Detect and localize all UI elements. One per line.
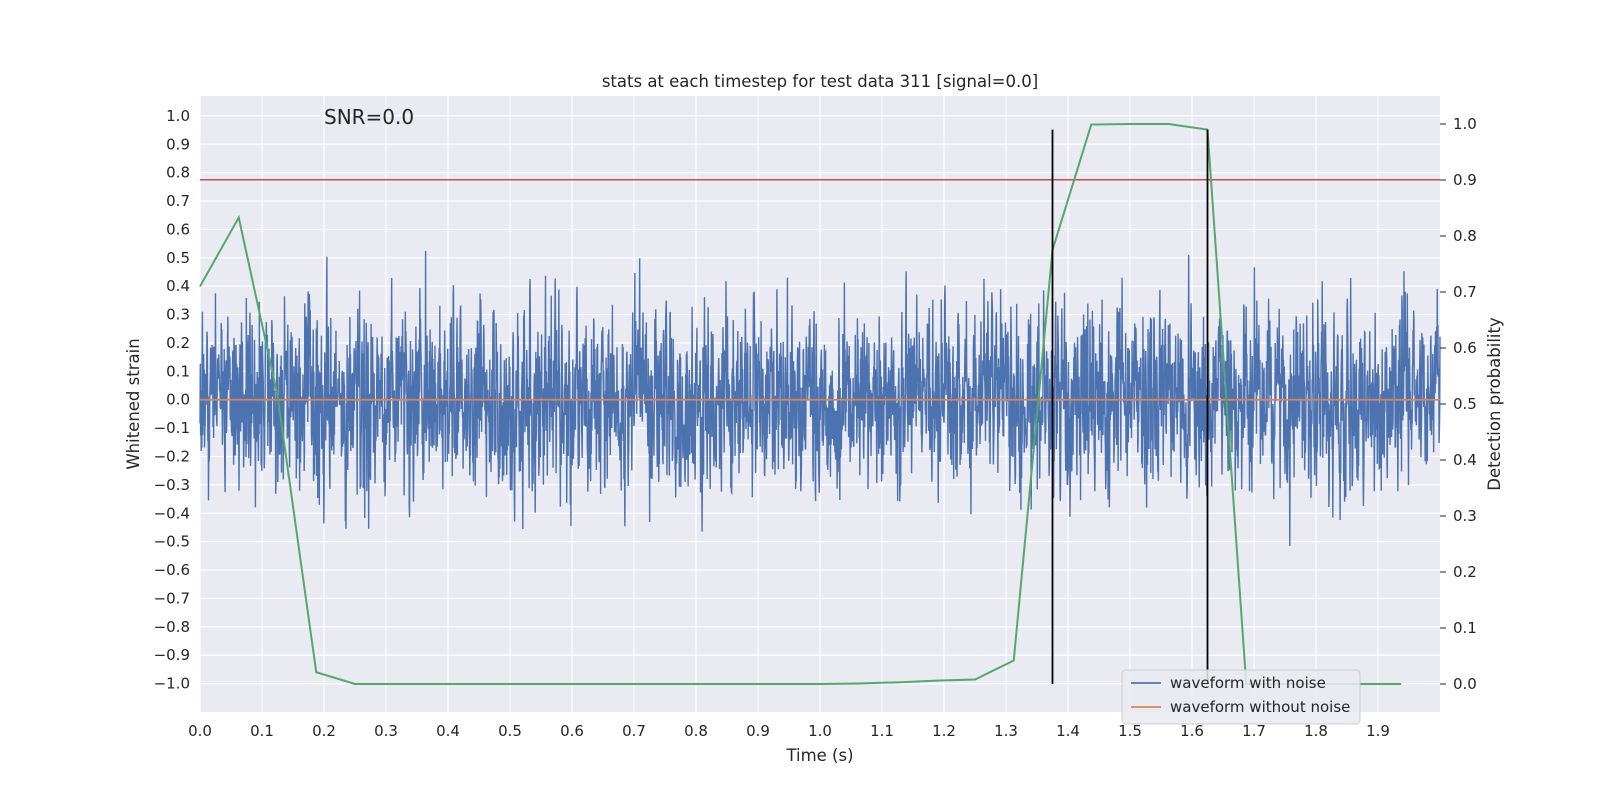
x-tick-label: 0.0 [188,722,212,740]
y-left-tick-label: 0.1 [166,362,190,380]
x-axis-label: Time (s) [785,746,853,765]
y-right-tick-label: 0.9 [1453,171,1477,189]
x-tick-label: 1.9 [1366,722,1390,740]
x-tick-label: 0.1 [250,722,274,740]
x-tick-label: 1.2 [932,722,956,740]
y-right-tick-label: 0.3 [1453,507,1477,525]
y-right-tick-label: 0.0 [1453,675,1477,693]
y-left-tick-label: −0.2 [154,448,190,466]
legend-label-clean: waveform without noise [1170,698,1350,716]
x-tick-label: 0.9 [746,722,770,740]
y-left-tick-label: −0.5 [154,533,190,551]
y-left-tick-label: 0.2 [166,334,190,352]
ticks: 0.0 0.1 0.2 0.3 0.4 0.5 0.6 0.7 0.8 0.9 1.0 1.1 1.2 1… [154,107,1477,740]
x-tick-label: 0.2 [312,722,336,740]
y-left-tick-label: 0.4 [166,277,190,295]
y-left-tick-label: 0.5 [166,249,190,267]
x-tick-label: 0.5 [498,722,522,740]
x-tick-label: 0.3 [374,722,398,740]
y-left-tick-label: −0.6 [154,561,190,579]
y-right-tick-label: 0.7 [1453,283,1477,301]
y-left-tick-label: 1.0 [166,107,190,125]
y-left-tick-label: 0.8 [166,164,190,182]
y-right-tick-label: 0.1 [1453,619,1477,637]
y-right-tick-label: 1.0 [1453,115,1477,133]
y-left-tick-label: 0.0 [166,391,190,409]
snr-annotation: SNR=0.0 [324,105,414,129]
legend: waveform with noise waveform without noi… [1121,669,1361,725]
x-tick-label: 1.4 [1056,722,1080,740]
x-tick-label: 1.8 [1304,722,1328,740]
y-left-tick-label: −0.9 [154,646,190,664]
x-tick-label: 1.6 [1180,722,1204,740]
series-detection-probability [199,123,1402,685]
x-tick-label: 1.0 [808,722,832,740]
y-left-tick-label: 0.7 [166,192,190,210]
y-axis-label-left: Whitened strain [124,338,143,469]
data-layer [199,123,1441,685]
x-tick-label: 1.1 [870,722,894,740]
y-left-tick-label: 0.9 [166,135,190,153]
x-tick-label: 0.6 [560,722,584,740]
y-left-tick-label: 0.6 [166,220,190,238]
y-left-tick-label: −0.8 [154,618,190,636]
y-axis-label-right: Detection probability [1485,317,1504,491]
x-tick-label: 1.5 [1118,722,1142,740]
y-left-tick-label: −0.1 [154,419,190,437]
y-right-tick-label: 0.6 [1453,339,1477,357]
x-tick-label: 1.7 [1242,722,1266,740]
x-tick-label: 0.7 [622,722,646,740]
legend-label-noise: waveform with noise [1170,674,1326,692]
chart-title: stats at each timestep for test data 311… [602,72,1038,91]
y-left-tick-label: −0.4 [154,504,190,522]
y-right-tick-label: 0.8 [1453,227,1477,245]
y-right-tick-label: 0.5 [1453,395,1477,413]
y-left-tick-label: −0.3 [154,476,190,494]
y-right-tick-label: 0.2 [1453,563,1477,581]
y-left-tick-label: −1.0 [154,675,190,693]
x-tick-label: 1.3 [994,722,1018,740]
y-left-tick-label: 0.3 [166,306,190,324]
y-right-tick-label: 0.4 [1453,451,1477,469]
x-tick-label: 0.4 [436,722,460,740]
y-left-tick-label: −0.7 [154,589,190,607]
legend-box [1121,669,1361,725]
x-tick-label: 0.8 [684,722,708,740]
